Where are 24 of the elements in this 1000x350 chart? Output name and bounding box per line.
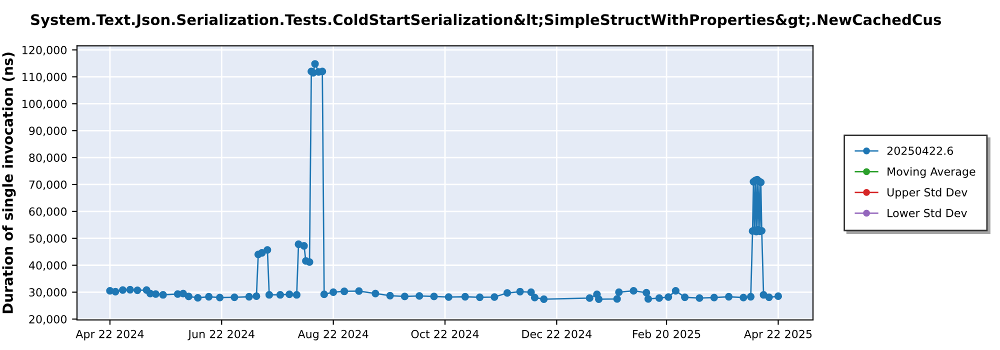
x-tick-label: Oct 22 2024: [411, 330, 479, 338]
y-tick-label: 50,000: [29, 234, 67, 244]
y-tick-label: 40,000: [28, 261, 67, 271]
y-tick-label: 100,000: [22, 100, 67, 110]
y-tick-label: 30,000: [29, 288, 67, 298]
y-tick-label: 90,000: [29, 126, 67, 136]
y-axis-title: Duration of single invocation (ns): [2, 52, 16, 314]
legend-label: Moving Average: [888, 167, 976, 178]
x-tick-label: Jun 22 2024: [188, 330, 254, 340]
x-tick-label: Aug 22 2024: [298, 330, 368, 340]
y-tick-label: 120,000: [22, 46, 67, 56]
y-tick-label: 110,000: [22, 72, 67, 82]
legend-label: Lower Std Dev: [888, 208, 967, 218]
y-tick-label: 20,000: [29, 315, 67, 325]
x-tick-label: Feb 20 2025: [633, 330, 700, 338]
x-tick-label: Dec 22 2024: [522, 330, 592, 338]
y-tick-label: 70,000: [29, 180, 67, 190]
chart-title: System.Text.Json.Serialization.Tests.ColdStartSerialization&lt;SimpleStructWithProperties&gt;.NewCachedCus: [31, 14, 942, 28]
legend-label: 20250422.6: [887, 146, 953, 155]
y-tick-label: 60,000: [29, 207, 67, 217]
y-tick-label: 80,000: [29, 154, 67, 164]
x-tick-label: Apr 22 2024: [76, 330, 144, 340]
x-tick-label: Apr 22 2025: [744, 330, 812, 340]
legend-label: Upper Std Dev: [888, 188, 968, 199]
